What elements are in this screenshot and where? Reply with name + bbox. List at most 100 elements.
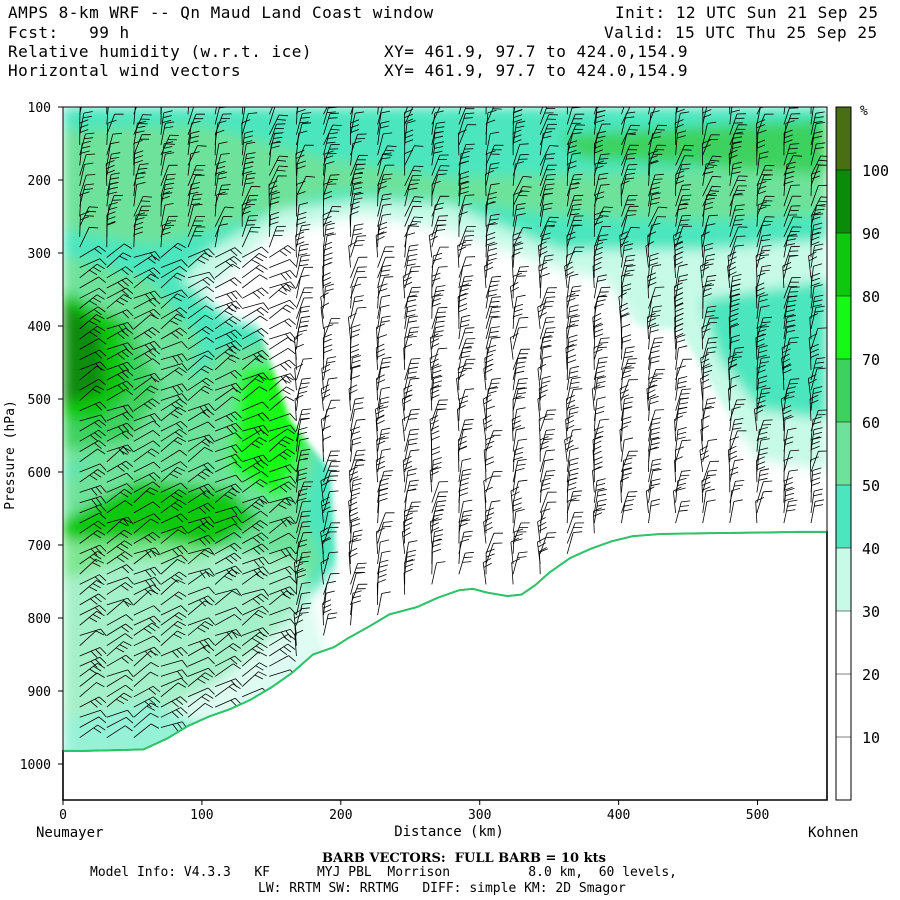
wind-barb — [214, 329, 242, 341]
wind-barb — [702, 405, 712, 432]
wind-barb — [539, 327, 556, 350]
wind-barb — [79, 263, 105, 279]
wind-barb — [756, 364, 766, 391]
wind-barb — [323, 461, 341, 483]
wind-barb — [404, 358, 421, 381]
wind-barb — [296, 467, 308, 493]
wind-barb — [648, 144, 667, 166]
wind-barb — [322, 262, 332, 289]
wind-barb — [187, 621, 213, 636]
wind-barb — [674, 415, 683, 442]
wind-barb — [242, 454, 270, 466]
wind-barb — [133, 472, 161, 483]
wind-barb — [431, 141, 444, 166]
wind-barb — [322, 599, 332, 626]
wind-barb — [699, 445, 710, 473]
wind-barb — [458, 395, 469, 421]
wind-barb — [565, 415, 575, 442]
wind-barb — [458, 346, 472, 370]
wind-barb — [702, 460, 720, 483]
wind-barb — [269, 337, 296, 350]
wind-barb — [133, 696, 161, 708]
wind-barb — [269, 575, 297, 585]
wind-barb — [106, 119, 117, 146]
wind-barb — [675, 214, 692, 238]
wind-barb — [79, 314, 105, 330]
wind-barb — [349, 211, 359, 237]
wind-barb — [79, 610, 105, 626]
wind-barb — [133, 531, 161, 544]
wind-barb — [214, 191, 226, 217]
y-axis-label: Pressure (hPa) — [3, 400, 18, 510]
wind-barb — [106, 582, 133, 595]
wind-barb — [350, 572, 366, 595]
wind-barb — [269, 643, 296, 657]
wind-barb — [133, 723, 159, 739]
wind-barb — [133, 605, 161, 616]
wind-barb — [539, 202, 553, 227]
wind-barb — [701, 415, 710, 442]
wind-barb — [485, 507, 495, 534]
wind-barb — [429, 517, 440, 544]
wind-barb — [512, 303, 524, 329]
wind-barb — [160, 363, 188, 372]
wind-barb — [404, 449, 420, 473]
x-tick-label-500: 500 — [746, 808, 769, 823]
wind-barb — [296, 510, 311, 534]
wind-barb — [404, 183, 419, 207]
wind-barb — [621, 437, 634, 462]
wind-barb — [431, 110, 444, 135]
wind-barb — [133, 255, 160, 268]
wind-barb — [106, 361, 134, 373]
wind-barb — [296, 107, 306, 125]
wind-barb — [646, 313, 657, 340]
wind-barb — [458, 446, 467, 473]
colorbar-segment-70 — [836, 296, 851, 359]
wind-barb — [648, 182, 661, 207]
wind-barb — [485, 131, 500, 156]
wind-barb — [241, 141, 256, 166]
wind-barb — [187, 568, 215, 579]
wind-barb — [458, 181, 470, 207]
wind-barb — [79, 656, 107, 668]
wind-barb — [510, 333, 519, 360]
colorbar-label-10: 10 — [862, 729, 880, 747]
wind-barb — [810, 155, 827, 176]
wind-barb — [512, 447, 524, 473]
wind-barb — [458, 303, 468, 329]
wind-barb — [79, 544, 107, 556]
wind-barb — [512, 202, 526, 227]
wind-barb — [675, 397, 690, 421]
wind-barb — [458, 487, 469, 513]
wind-barb — [241, 274, 268, 289]
wind-barb — [702, 223, 716, 248]
wind-barb — [539, 375, 551, 401]
wind-barb — [323, 233, 336, 258]
wind-barb — [512, 427, 525, 452]
wind-barb — [783, 171, 795, 197]
wind-barb — [783, 488, 795, 513]
x-tick-label-400: 400 — [607, 808, 630, 823]
wind-barb — [431, 316, 446, 340]
wind-barb — [756, 447, 769, 473]
wind-barb — [187, 657, 215, 667]
wind-barb — [106, 411, 134, 422]
wind-barb — [133, 547, 161, 558]
wind-barb — [621, 416, 632, 442]
wind-barb — [485, 213, 500, 237]
wind-barb — [79, 593, 106, 606]
wind-barb — [729, 487, 741, 513]
wind-barb — [187, 365, 213, 381]
wind-barb — [458, 283, 470, 309]
wind-barb — [79, 419, 106, 432]
wind-barb — [431, 180, 441, 207]
wind-barb — [566, 323, 576, 350]
wind-barb — [133, 646, 161, 658]
wind-barb — [294, 558, 304, 585]
wind-barb — [431, 154, 449, 176]
wind-barb — [377, 478, 390, 503]
wind-barb — [485, 201, 495, 227]
wind-barb — [350, 562, 367, 585]
wind-barb — [755, 282, 765, 309]
wind-barb — [214, 263, 241, 279]
